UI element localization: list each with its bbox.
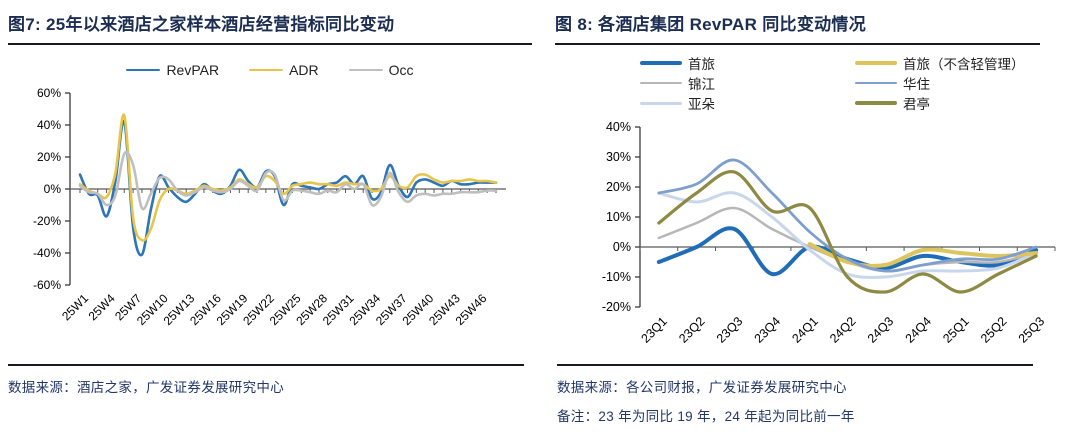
y-axis-tick-label: 40% (37, 118, 61, 132)
legend-line-swatch (249, 68, 284, 72)
figure8-source-block: 数据来源：各公司财报，广发证券发展研究中心 备注：23 年为同比 19 年，24… (557, 364, 1033, 425)
legend-item: 锦江 (640, 73, 715, 93)
y-axis-tick-label: 20% (606, 180, 631, 194)
legend-item: 华住 (855, 73, 1025, 93)
series-line-首旅 (656, 226, 1039, 277)
legend-item: 首旅（不含轻管理） (855, 53, 1025, 73)
figure7-source-text: 数据来源：酒店之家，广发证券发展研究中心 (8, 380, 284, 395)
legend-line-swatch (855, 61, 897, 65)
x-axis-tick-label: 23Q2 (676, 314, 708, 346)
series-line-首旅（不含轻管理） (807, 242, 1039, 268)
legend-item: ADR (249, 62, 319, 78)
figure8-legend-column-1: 首旅 锦江 亚朵 (640, 53, 715, 113)
x-axis-tick-label: 24Q1 (789, 314, 821, 346)
x-axis-tick-label: 24Q4 (903, 314, 935, 346)
legend-line-swatch (855, 101, 897, 105)
x-axis-tick-label: 25Q1 (940, 314, 972, 346)
legend-item: 亚朵 (640, 93, 715, 113)
series-line-Occ (78, 150, 498, 211)
y-axis-tick-label: 10% (606, 210, 631, 224)
y-axis-tick-label: -60% (33, 278, 61, 292)
y-axis-tick-label: 0% (613, 240, 631, 254)
legend-label: 亚朵 (688, 97, 715, 112)
y-axis-tick-label: -40% (33, 246, 61, 260)
x-axis-tick-label: 23Q3 (714, 314, 746, 346)
legend-label: ADR (289, 62, 319, 78)
figure7-panel: 图7: 25年以来酒店之家样本酒店经营指标同比变动 RevPAR ADR Occ -… (8, 6, 532, 337)
x-axis-tick-label: 23Q4 (752, 314, 784, 346)
x-axis-tick-label: 24Q2 (827, 314, 859, 346)
legend-label: Occ (388, 62, 414, 78)
figure8-chart: -20%-10%0%10%20%30%40%23Q1 23Q2 23Q3 23Q4 24… (602, 120, 1056, 346)
x-axis-tick-label: 25Q2 (978, 314, 1010, 346)
legend-line-swatch (348, 68, 383, 72)
x-axis-tick-label: 23Q1 (638, 314, 670, 346)
legend-label: 首旅（不含轻管理） (903, 57, 1025, 72)
legend-item: Occ (348, 62, 414, 78)
series-line-君亭 (657, 170, 1038, 294)
y-axis-tick-label: -10% (602, 270, 631, 284)
legend-label: 首旅 (688, 57, 715, 72)
x-axis-tick-label: 25Q3 (1016, 314, 1048, 346)
y-axis-tick-label: -20% (33, 214, 61, 228)
figure8-note-text: 备注：23 年为同比 19 年，24 年起为同比前一年 (557, 409, 855, 424)
legend-line-swatch (640, 61, 682, 65)
legend-label: 锦江 (688, 77, 715, 92)
figure8-title: 图 8: 各酒店集团 RevPAR 同比变动情况 (555, 6, 1040, 45)
legend-line-swatch (640, 81, 682, 85)
series-line-RevPAR (78, 119, 498, 257)
figure7-title: 图7: 25年以来酒店之家样本酒店经营指标同比变动 (8, 6, 532, 45)
x-axis-tick-label: 25W1 (59, 291, 91, 323)
legend-line-swatch (126, 68, 161, 72)
figure7-chart: -60%-40%-20%0%20%40%60%25W125W425W725W10… (33, 86, 506, 328)
y-axis-tick-label: 0% (44, 182, 62, 196)
figure7-legend: RevPAR ADR Occ (8, 61, 532, 79)
legend-item: RevPAR (126, 62, 219, 78)
legend-label: 华住 (903, 77, 930, 92)
series-line-ADR (78, 113, 498, 242)
legend-line-swatch (855, 81, 897, 85)
figure8-source-text: 数据来源：各公司财报，广发证券发展研究中心 (557, 380, 847, 395)
legend-label: 君亭 (903, 97, 930, 112)
y-axis-tick-label: -20% (602, 300, 631, 314)
legend-label: RevPAR (166, 62, 220, 78)
figure7-source-block: 数据来源：酒店之家，广发证券发展研究中心 (8, 364, 524, 396)
series-line-华住 (657, 158, 1038, 273)
figure8-panel: 图 8: 各酒店集团 RevPAR 同比变动情况 首旅锦江亚朵 首旅（不含轻管理… (555, 6, 1060, 355)
y-axis-tick-label: 40% (606, 120, 631, 134)
figure8-legend: 首旅锦江亚朵 首旅（不含轻管理） 华住君亭 (555, 53, 1060, 115)
figure8-legend-column-2: 首旅（不含轻管理） 华住君亭 (855, 53, 1025, 113)
series-line-亚朵 (657, 191, 1038, 279)
y-axis-tick-label: 30% (606, 150, 631, 164)
legend-item: 君亭 (855, 93, 1025, 113)
x-axis-tick-label: 24Q3 (865, 314, 897, 346)
legend-item: 首旅 (640, 53, 715, 73)
y-axis-tick-label: 60% (37, 86, 61, 100)
x-axis-tick-label: 25W4 (86, 291, 118, 323)
legend-line-swatch (640, 101, 682, 105)
y-axis-tick-label: 20% (37, 150, 61, 164)
